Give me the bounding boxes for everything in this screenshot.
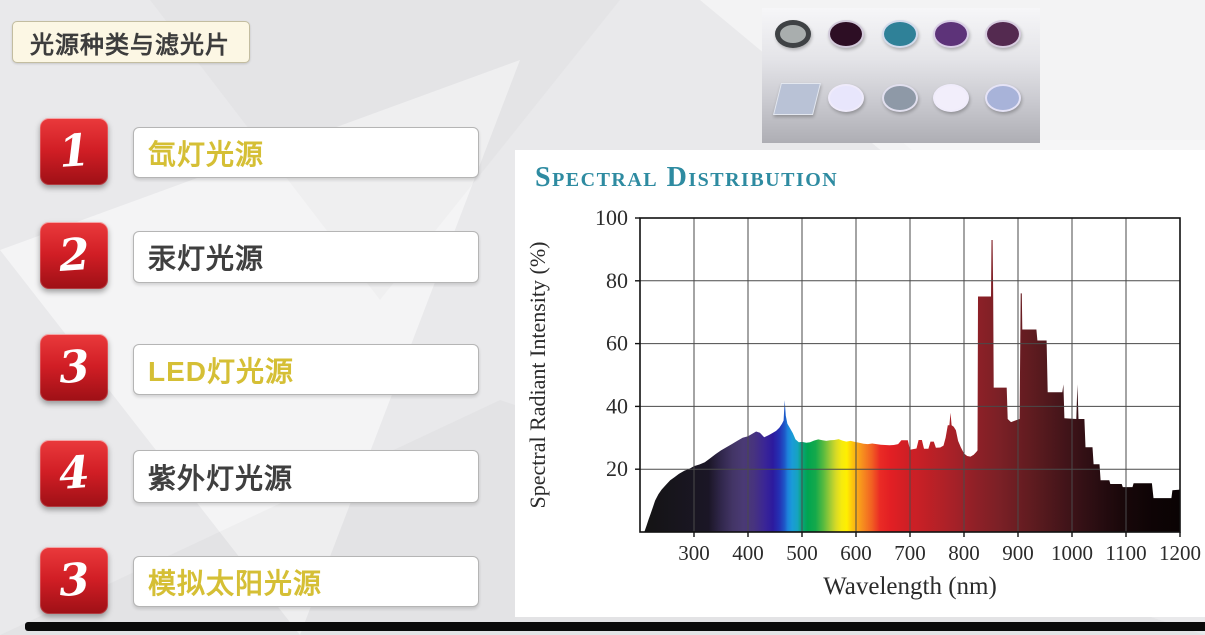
item-number: 1 bbox=[56, 124, 92, 178]
spectral-chart-panel: Spectral Distribution 300 400 500 600 700 800… bbox=[515, 150, 1205, 617]
x-tick-label: 700 bbox=[894, 541, 926, 565]
axis-ticks bbox=[635, 217, 1181, 537]
chart-title: Spectral Distribution bbox=[535, 162, 839, 193]
pale-lavender-filter bbox=[828, 84, 864, 112]
white-filter bbox=[933, 84, 969, 112]
x-tick-label: 600 bbox=[840, 541, 872, 565]
y-tick-label: 40 bbox=[606, 393, 628, 418]
x-tick-label: 1000 bbox=[1051, 541, 1093, 565]
item-label-box: 氙灯光源 bbox=[133, 127, 479, 178]
item-label-box: 模拟太阳光源 bbox=[133, 556, 479, 607]
item-number: 2 bbox=[56, 228, 92, 282]
item-number-badge: 4 bbox=[40, 440, 108, 507]
teal-filter bbox=[882, 20, 918, 48]
item-number: 3 bbox=[56, 553, 92, 607]
square-glass-filter bbox=[773, 83, 821, 115]
y-tick-label: 60 bbox=[606, 331, 628, 356]
x-axis-title: Wavelength (nm) bbox=[823, 573, 997, 600]
item-label-box: LED灯光源 bbox=[133, 344, 479, 395]
item-label-box: 汞灯光源 bbox=[133, 231, 479, 283]
spectral-chart: 300 400 500 600 700 800 900 1000 1100 1200 20 40 60 8… bbox=[525, 205, 1201, 600]
y-tick-label: 100 bbox=[595, 205, 628, 230]
slide-title: 光源种类与滤光片 bbox=[30, 31, 230, 59]
item-number: 3 bbox=[56, 340, 92, 394]
plum-filter bbox=[985, 20, 1021, 48]
y-tick-label: 20 bbox=[606, 456, 628, 481]
item-label-box: 紫外灯光源 bbox=[133, 450, 479, 503]
x-tick-label: 900 bbox=[1002, 541, 1034, 565]
x-tick-label: 1100 bbox=[1105, 541, 1146, 565]
bottom-accent-bar bbox=[25, 622, 1205, 631]
item-number-badge: 2 bbox=[40, 222, 108, 289]
gray-lens-filter bbox=[775, 20, 811, 48]
y-tick-label: 80 bbox=[606, 268, 628, 293]
x-tick-label: 400 bbox=[732, 541, 764, 565]
item-label: 模拟太阳光源 bbox=[148, 567, 323, 599]
x-tick-label: 1200 bbox=[1159, 541, 1201, 565]
item-number-badge: 3 bbox=[40, 334, 108, 401]
periwinkle-filter bbox=[985, 84, 1021, 112]
item-number-badge: 1 bbox=[40, 118, 108, 185]
y-axis-title: Spectral Radiant Intensity (%) bbox=[525, 242, 550, 509]
x-tick-label: 500 bbox=[786, 541, 818, 565]
item-label: 氙灯光源 bbox=[148, 138, 265, 170]
item-number-badge: 3 bbox=[40, 547, 108, 614]
purple-filter bbox=[933, 20, 969, 48]
dark-plum-filter bbox=[828, 20, 864, 48]
spectral-area bbox=[644, 240, 1180, 532]
filters-photo bbox=[762, 8, 1040, 143]
x-tick-label: 800 bbox=[948, 541, 980, 565]
x-tick-label: 300 bbox=[678, 541, 710, 565]
item-label: 汞灯光源 bbox=[148, 243, 265, 274]
item-label: LED灯光源 bbox=[148, 355, 295, 387]
slide-title-box: 光源种类与滤光片 bbox=[12, 21, 250, 63]
item-number: 4 bbox=[56, 446, 92, 500]
gray-blue-filter bbox=[882, 84, 918, 112]
item-label: 紫外灯光源 bbox=[148, 462, 294, 494]
